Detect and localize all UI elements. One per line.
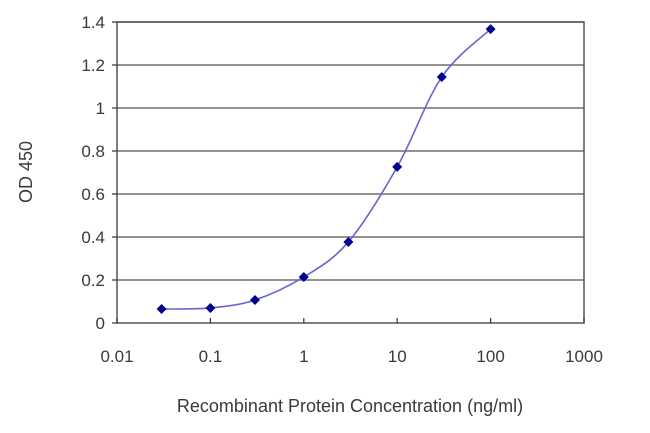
y-tick-label: 1.4 (81, 13, 105, 32)
data-markers (156, 24, 496, 315)
y-axis-title: OD 450 (16, 141, 36, 203)
y-tick-label: 1.2 (81, 56, 105, 75)
y-tick-label: 0 (96, 314, 105, 333)
data-point-marker (205, 302, 216, 313)
data-point-marker (436, 72, 447, 83)
y-tick-label: 1 (96, 99, 105, 118)
x-axis-title: Recombinant Protein Concentration (ng/ml… (177, 396, 523, 416)
plot-area-border (116, 21, 585, 324)
data-point-marker (156, 304, 167, 315)
x-tick-label: 1 (299, 347, 308, 366)
x-tick-label: 1000 (565, 347, 603, 366)
y-axis: 0 0.2 0.4 0.6 0.8 1 1.2 1.4 (81, 13, 117, 333)
x-tick-label: 10 (388, 347, 407, 366)
x-tick-label: 0.01 (100, 347, 133, 366)
y-tick-label: 0.8 (81, 142, 105, 161)
data-point-marker (298, 271, 309, 282)
x-tick-label: 100 (476, 347, 504, 366)
data-series-line (161, 28, 492, 310)
y-tick-label: 0.4 (81, 228, 105, 247)
y-tick-label: 0.6 (81, 185, 105, 204)
data-point-marker (249, 294, 260, 305)
data-point-marker (343, 236, 354, 247)
x-axis: 0.01 0.1 1 10 100 1000 (100, 318, 603, 366)
data-point-marker (485, 24, 496, 35)
data-point-marker (392, 161, 403, 172)
x-tick-label: 0.1 (199, 347, 223, 366)
y-tick-label: 0.2 (81, 271, 105, 290)
